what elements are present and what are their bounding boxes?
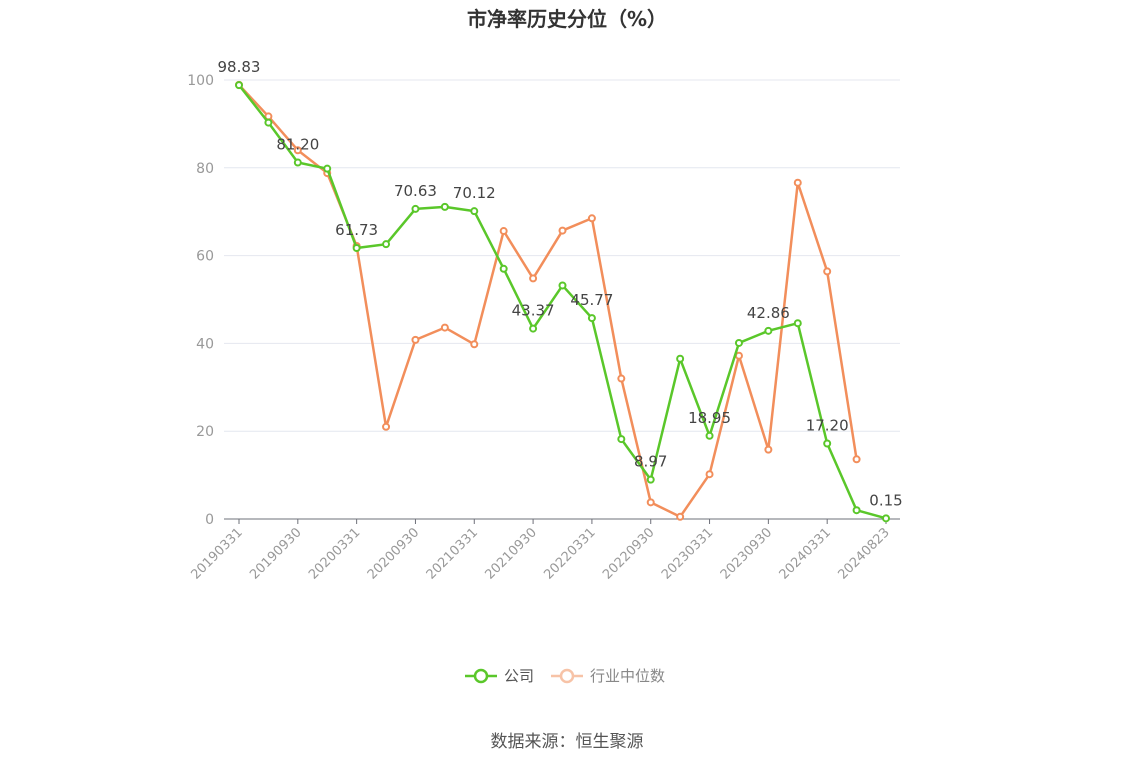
data-point <box>764 445 773 454</box>
x-tick-label: 20230930 <box>718 525 775 582</box>
data-point <box>676 354 685 363</box>
data-point <box>440 202 449 211</box>
y-tick-label: 0 <box>205 512 214 528</box>
data-point <box>587 214 596 223</box>
data-point <box>617 435 626 444</box>
x-tick-label: 20190930 <box>247 525 304 582</box>
data-point <box>852 506 861 515</box>
data-point <box>558 281 567 290</box>
x-tick-label: 20210331 <box>424 525 481 582</box>
data-point <box>411 335 420 344</box>
data-point <box>411 204 420 213</box>
series-layer <box>235 80 890 523</box>
legend-item-0[interactable]: 公司 <box>465 667 534 685</box>
data-point <box>882 514 890 523</box>
data-label: 18.95 <box>688 409 731 427</box>
data-point <box>293 158 302 167</box>
data-label: 45.77 <box>570 291 613 309</box>
data-point <box>734 338 743 347</box>
data-point <box>793 178 802 187</box>
data-label: 61.73 <box>335 221 378 239</box>
x-tick-label: 20190331 <box>188 525 245 582</box>
data-point <box>264 118 273 127</box>
data-point <box>587 314 596 323</box>
legend: 公司 行业中位数 <box>465 667 665 685</box>
data-point <box>793 319 802 328</box>
series-line <box>238 84 887 520</box>
data-label: 17.20 <box>806 416 849 434</box>
x-tick-label: 20210930 <box>483 525 540 582</box>
data-point <box>823 267 832 276</box>
legend-marker <box>559 668 575 684</box>
data-point <box>382 422 391 431</box>
data-label: 70.12 <box>453 184 496 202</box>
y-axis: 0 20 40 60 80 100 <box>187 73 214 528</box>
x-tick-label: 20230331 <box>659 525 716 582</box>
grid <box>224 79 900 432</box>
data-point <box>617 374 626 383</box>
y-tick-label: 40 <box>196 336 214 352</box>
data-point <box>823 439 832 448</box>
data-label: 70.63 <box>394 182 437 200</box>
x-tick-label: 20220930 <box>600 525 657 582</box>
y-tick-label: 60 <box>196 249 214 265</box>
x-tick-label: 20240823 <box>835 525 892 582</box>
data-point <box>705 431 714 440</box>
data-point <box>382 240 391 249</box>
y-tick-label: 20 <box>196 424 214 440</box>
data-point <box>529 324 538 333</box>
data-point <box>676 512 685 521</box>
source-text: 数据来源：恒生聚源 <box>491 732 644 752</box>
data-point <box>764 326 773 335</box>
legend-label: 行业中位数 <box>590 667 665 685</box>
data-point <box>470 207 479 216</box>
data-point <box>293 146 302 155</box>
data-point <box>235 81 243 90</box>
data-label: 42.86 <box>747 304 790 322</box>
legend-item-1[interactable]: 行业中位数 <box>551 667 665 685</box>
data-label: 0.15 <box>869 491 902 509</box>
x-axis: 20190331 20190930 20200331 20200930 20210331… <box>188 518 900 583</box>
data-point <box>352 244 361 253</box>
data-label: 81.20 <box>276 136 319 154</box>
data-label: 43.37 <box>512 302 555 320</box>
data-point <box>852 455 861 464</box>
data-point <box>440 323 449 332</box>
data-point <box>646 475 655 484</box>
x-tick-label: 20200331 <box>306 525 363 582</box>
series-0 <box>235 81 890 523</box>
data-point <box>499 264 508 273</box>
legend-marker <box>473 668 489 684</box>
data-labels: 98.83 81.20 61.73 70.63 70.12 43.37 45.77 8.97 1… <box>218 58 903 509</box>
x-tick-label: 20200930 <box>365 525 422 582</box>
x-tick-label: 20240331 <box>777 525 834 582</box>
data-label: 98.83 <box>218 58 261 76</box>
data-point <box>558 226 567 235</box>
data-label: 8.97 <box>634 453 667 471</box>
data-point <box>529 274 538 283</box>
data-point <box>646 498 655 507</box>
legend-label: 公司 <box>504 667 534 685</box>
data-point <box>499 227 508 236</box>
data-point <box>323 164 332 173</box>
chart-title: 市净率历史分位（%） <box>467 7 667 31</box>
y-tick-label: 80 <box>196 161 214 177</box>
data-point <box>470 340 479 349</box>
data-point <box>705 470 714 479</box>
x-tick-label: 20220331 <box>541 525 598 582</box>
y-tick-label: 100 <box>187 73 214 89</box>
